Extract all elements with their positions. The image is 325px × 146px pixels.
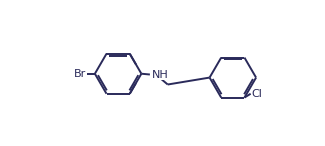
Text: NH: NH [152,69,169,80]
Text: Cl: Cl [252,89,262,99]
Text: Br: Br [74,69,86,79]
